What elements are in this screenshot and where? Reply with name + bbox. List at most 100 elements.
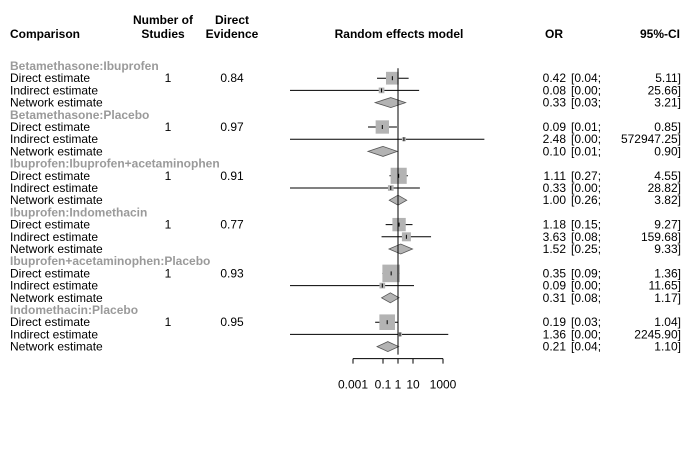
row-label: Indirect estimate: [10, 181, 98, 195]
group-label: Ibuprofen+acetaminophen:Placebo: [10, 254, 210, 268]
row-ci-lower: [0.03;: [571, 96, 601, 110]
header-ci: 95%-CI: [640, 27, 680, 41]
row-label: Direct estimate: [10, 315, 90, 329]
group-label: Ibuprofen:Ibuprofen+acetaminophen: [10, 157, 220, 171]
row-evidence: 0.84: [220, 71, 244, 85]
row-ci-upper: 28.82]: [648, 181, 681, 195]
row-or-value: 0.09: [543, 279, 567, 293]
row-studies: 1: [165, 169, 172, 183]
row-ci-lower: [0.00;: [571, 181, 601, 195]
row-ci-lower: [0.09;: [571, 266, 601, 280]
row-evidence: 0.97: [220, 120, 244, 134]
row-ci-lower: [0.08;: [571, 291, 601, 305]
row-ci-upper: 11.65]: [649, 279, 681, 293]
row-ci-upper: 9.27]: [654, 218, 681, 232]
x-tick-label: 1: [395, 378, 402, 392]
row-studies: 1: [165, 120, 172, 134]
row-or-value: 0.33: [543, 96, 567, 110]
row-ci-lower: [0.08;: [571, 230, 601, 244]
x-tick-label: 0.001: [338, 378, 368, 392]
row-studies: 1: [165, 266, 172, 280]
row-label: Network estimate: [10, 144, 103, 158]
row-or-value: 1.00: [543, 193, 567, 207]
row-ci-upper: 572947.25]: [621, 132, 681, 146]
row-ci-upper: 1.04]: [654, 315, 681, 329]
header-or: OR: [545, 27, 563, 41]
row-ci-lower: [0.00;: [571, 279, 601, 293]
row-ci-upper: 0.90]: [654, 144, 681, 158]
network-estimate-diamond: [376, 341, 400, 353]
header-evidence-line2: Evidence: [206, 27, 259, 41]
row-label: Direct estimate: [10, 169, 90, 183]
row-ci-upper: 1.36]: [654, 266, 681, 280]
row-ci-upper: 25.66]: [648, 83, 681, 97]
row-or-value: 1.36: [543, 327, 567, 341]
row-or-value: 0.19: [543, 315, 567, 329]
x-tick-label: 1000: [430, 378, 457, 392]
row-ci-lower: [0.25;: [571, 242, 601, 256]
row-ci-upper: 1.17]: [654, 291, 681, 305]
row-or-value: 1.52: [543, 242, 567, 256]
network-estimate-diamond: [366, 145, 399, 157]
row-label: Indirect estimate: [10, 327, 98, 341]
row-ci-upper: 9.33]: [654, 242, 681, 256]
row-or-value: 1.18: [543, 218, 567, 232]
row-ci-lower: [0.15;: [571, 218, 601, 232]
row-label: Indirect estimate: [10, 230, 98, 244]
row-ci-lower: [0.27;: [571, 169, 601, 183]
row-ci-upper: 3.21]: [654, 96, 681, 110]
row-or-value: 0.33: [543, 181, 567, 195]
row-or-value: 0.21: [543, 340, 567, 354]
group-label: Indomethacin:Placebo: [10, 303, 138, 317]
header-comparison: Comparison: [10, 27, 80, 41]
x-axis: 0.001 0.1 1 10 1000: [338, 358, 457, 392]
forest-marks: [290, 68, 485, 355]
row-or-value: 0.09: [543, 120, 567, 134]
row-ci-upper: 2245.90]: [634, 327, 681, 341]
row-or-value: 0.10: [543, 144, 567, 158]
row-ci-lower: [0.04;: [571, 71, 601, 85]
row-label: Network estimate: [10, 96, 103, 110]
row-ci-lower: [0.01;: [571, 144, 601, 158]
row-ci-lower: [0.26;: [571, 193, 601, 207]
row-ci-upper: 159.68]: [641, 230, 681, 244]
row-label: Direct estimate: [10, 120, 90, 134]
header-studies-line2: Studies: [141, 27, 185, 41]
row-label: Direct estimate: [10, 71, 90, 85]
row-evidence: 0.93: [220, 266, 244, 280]
row-or-value: 1.11: [544, 169, 567, 183]
row-or-value: 2.48: [543, 132, 567, 146]
row-ci-lower: [0.00;: [571, 83, 601, 97]
row-ci-lower: [0.00;: [571, 327, 601, 341]
row-ci-lower: [0.01;: [571, 120, 601, 134]
row-studies: 1: [165, 218, 172, 232]
row-ci-upper: 5.11]: [655, 71, 681, 85]
row-label: Network estimate: [10, 340, 103, 354]
network-estimate-diamond: [387, 243, 414, 255]
row-ci-upper: 4.55]: [654, 169, 681, 183]
row-studies: 1: [165, 71, 172, 85]
network-estimate-diamond: [380, 292, 400, 304]
row-label: Direct estimate: [10, 218, 90, 232]
row-label: Network estimate: [10, 291, 103, 305]
row-label: Indirect estimate: [10, 83, 98, 97]
row-or-value: 0.08: [543, 83, 567, 97]
row-ci-lower: [0.00;: [571, 132, 601, 146]
row-evidence: 0.77: [220, 218, 244, 232]
network-estimate-diamond: [373, 97, 407, 109]
row-ci-upper: 1.10]: [654, 340, 681, 354]
row-ci-lower: [0.03;: [571, 315, 601, 329]
row-label: Direct estimate: [10, 266, 90, 280]
group-label: Betamethasone:Ibuprofen: [10, 59, 159, 73]
row-label: Network estimate: [10, 193, 103, 207]
row-label: Network estimate: [10, 242, 103, 256]
x-tick-label: 0.1: [375, 378, 392, 392]
row-label: Indirect estimate: [10, 132, 98, 146]
row-ci-upper: 0.85]: [654, 120, 681, 134]
header-studies-line1: Number of: [133, 13, 194, 27]
row-or-value: 0.42: [543, 71, 567, 85]
x-tick-label: 10: [406, 378, 420, 392]
row-evidence: 0.95: [220, 315, 244, 329]
